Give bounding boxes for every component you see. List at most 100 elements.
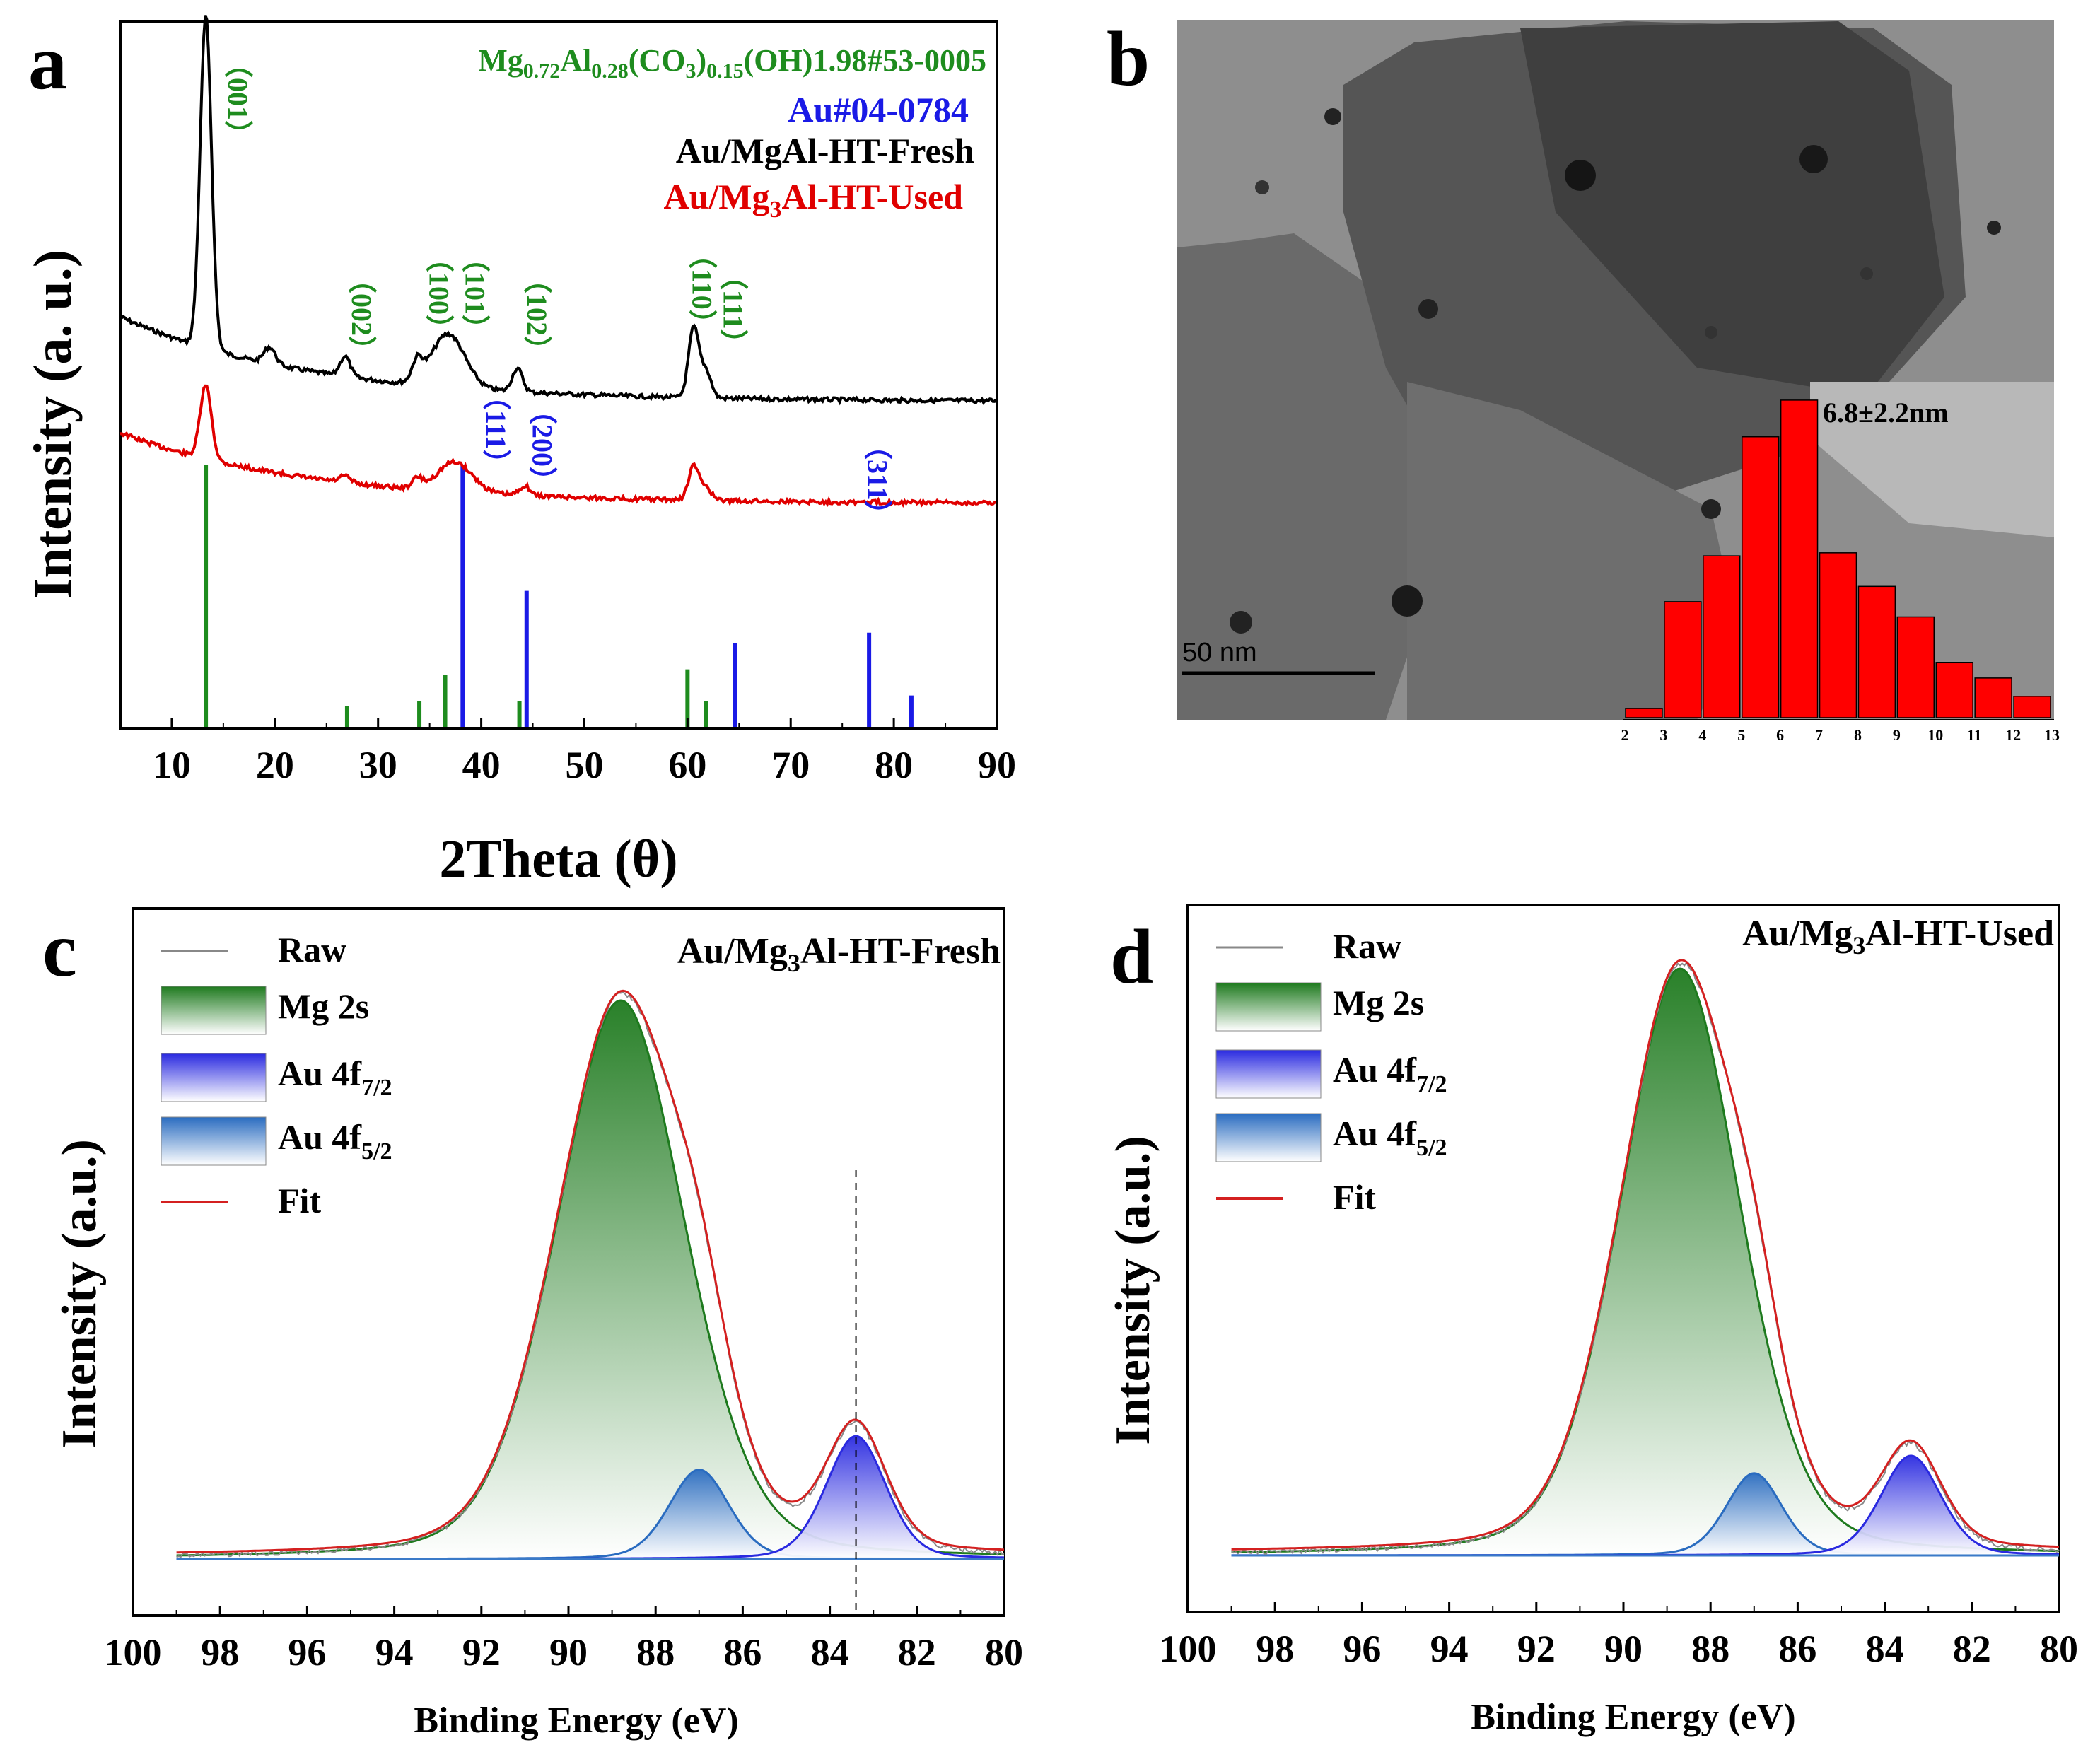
c-plot-area — [176, 989, 1005, 1616]
b-tick-label: 3 — [1659, 726, 1667, 744]
xps-x-tick-label: 90 — [549, 1631, 588, 1674]
b-histogram-x-ticks: 2 3 4 5 6 7 8 9 10 11 12 13 — [1621, 726, 2060, 744]
xps-x-tick-label: 94 — [375, 1631, 414, 1674]
legend-blue2-swatch — [161, 1116, 267, 1166]
xps-x-tick-label: 92 — [1517, 1628, 1556, 1670]
a-peak-labels: （001）（002） （100） （101） （102） （110）（111）（111）… — [222, 49, 893, 529]
a-x-tick-label: 40 — [462, 744, 501, 786]
a-x-tick-label: 70 — [771, 744, 810, 786]
legend-blue2-swatch — [1215, 1113, 1322, 1162]
a-peak-label: （002） — [346, 265, 378, 364]
tem-scale-bar-label: 50 nm — [1182, 638, 1257, 667]
legend-label: Fit — [1333, 1177, 1376, 1217]
c-x-axis-label: Binding Energy (eV) — [414, 1700, 738, 1741]
legend-blue1-swatch — [161, 1053, 267, 1102]
a-green-reference-lines — [204, 465, 708, 727]
a-x-ticks: 10 20 30 40 50 60 70 80 90 — [119, 718, 1016, 786]
xps-x-tick-label: 80 — [985, 1631, 1023, 1674]
d-y-axis-label: Intensity (a.u.) — [1106, 1136, 1160, 1445]
xps-x-tick-label: 98 — [1256, 1628, 1294, 1670]
a-peak-label: （200） — [527, 396, 559, 495]
c-legend: Raw Mg 2s Au 4f7/2 Au 4f5/2 Fit — [161, 930, 392, 1220]
au-particle — [1701, 499, 1721, 519]
panel-d-xps-used: d 100 98 96 94 92 90 88 86 84 82 80 Binding Energy… — [1106, 904, 2078, 1737]
a-legend-au-ref: Au#04-0784 — [788, 90, 969, 129]
xps-x-tick-label: 100 — [105, 1631, 162, 1674]
au-particle — [1230, 611, 1252, 634]
tem-particle-left — [1177, 233, 1414, 720]
b-histogram-bars — [1625, 399, 2051, 718]
d-x-axis-label: Binding Energy (eV) — [1471, 1697, 1795, 1737]
b-histogram-bar — [2013, 696, 2051, 718]
b-histogram-bar — [1741, 436, 1780, 718]
component-area-mg-2s — [1231, 969, 2059, 1555]
a-x-tick-label: 30 — [359, 744, 397, 786]
au-particle — [1255, 180, 1269, 194]
xps-fit-line — [1231, 959, 2060, 1551]
au-particle — [1565, 160, 1596, 191]
xps-x-tick-label: 100 — [1160, 1628, 1217, 1670]
b-size-annotation: 6.8±2.2nm — [1823, 397, 1949, 428]
b-histogram-bar — [1780, 399, 1819, 718]
tem-particle-dark — [1520, 21, 1944, 396]
panel-a-letter: a — [28, 19, 67, 105]
xps-x-tick-label: 92 — [462, 1631, 501, 1674]
b-tick-label: 5 — [1737, 726, 1745, 744]
xps-x-tick-label: 98 — [201, 1631, 239, 1674]
a-legend-mg-ref: Mg0.72Al0.28(CO3)0.15(OH)1.98#53-0005 — [478, 43, 986, 83]
b-histogram-bar — [1857, 585, 1896, 718]
legend-green-swatch — [161, 986, 267, 1035]
b-tick-label: 7 — [1815, 726, 1823, 744]
c-sample-title: Au/Mg3Al-HT-Fresh — [677, 931, 1001, 977]
b-histogram-bar — [1896, 616, 1935, 718]
component-area-mg-2s — [176, 1000, 1005, 1559]
b-tick-label: 2 — [1621, 726, 1629, 744]
d-x-ticks: 100 98 96 94 92 90 88 86 84 82 80 — [1160, 1602, 2078, 1670]
c-y-axis-label: Intensity (a.u.) — [52, 1139, 107, 1449]
xps-x-tick-label: 80 — [2040, 1628, 2078, 1670]
legend-label: Raw — [1333, 926, 1401, 966]
legend-label: Au 4f5/2 — [1333, 1114, 1447, 1161]
a-peak-label: （110） — [687, 240, 718, 338]
au-particle — [1418, 299, 1438, 319]
b-histogram-bar — [1625, 708, 1663, 718]
legend-label: Raw — [278, 930, 346, 969]
panel-b-letter: b — [1107, 16, 1150, 102]
a-x-tick-label: 90 — [978, 744, 1016, 786]
b-tick-label: 12 — [2005, 726, 2021, 744]
au-particle — [1987, 221, 2001, 235]
legend-blue1-swatch — [1215, 1049, 1322, 1099]
a-peak-label: （001） — [222, 49, 254, 148]
b-tick-label: 11 — [1967, 726, 1982, 744]
a-legend-used: Au/Mg3Al-HT-Used — [663, 177, 963, 223]
panel-b-tem: b 50 nm 2 3 4 5 6 7 8 9 10 11 12 13 6.8±2.2nm — [1107, 16, 2060, 744]
a-peak-label: （100） — [424, 244, 455, 343]
a-used-pattern-line — [119, 384, 997, 508]
b-histogram-bar — [1664, 601, 1702, 718]
a-x-tick-label: 10 — [153, 744, 191, 786]
au-particle — [1799, 145, 1828, 173]
panel-a-frame — [119, 20, 998, 730]
b-histogram-bar — [1703, 555, 1741, 718]
xps-x-tick-label: 90 — [1604, 1628, 1643, 1670]
component-area-au-4f7-2 — [1231, 1455, 2059, 1555]
b-tick-label: 13 — [2044, 726, 2060, 744]
xps-x-tick-label: 84 — [811, 1631, 849, 1674]
a-fresh-pattern-line — [119, 14, 998, 406]
xps-x-tick-label: 88 — [1691, 1628, 1729, 1670]
a-blue-reference-lines — [460, 465, 914, 727]
a-x-tick-label: 50 — [565, 744, 603, 786]
a-x-axis-label: 2Theta (θ) — [439, 829, 677, 889]
xps-x-tick-label: 96 — [1343, 1628, 1381, 1670]
a-peak-label: （111） — [717, 262, 749, 358]
b-tick-label: 10 — [1927, 726, 1943, 744]
a-peak-label: （311） — [862, 431, 894, 529]
b-tick-label: 6 — [1776, 726, 1784, 744]
xps-x-tick-label: 96 — [288, 1631, 326, 1674]
a-x-tick-label: 20 — [256, 744, 294, 786]
b-histogram-bar — [1819, 552, 1857, 718]
xps-x-tick-label: 86 — [1778, 1628, 1816, 1670]
panel-a-xrd: a （001）（002） （100） （101） （102） （110）（111）（11… — [23, 14, 1016, 889]
